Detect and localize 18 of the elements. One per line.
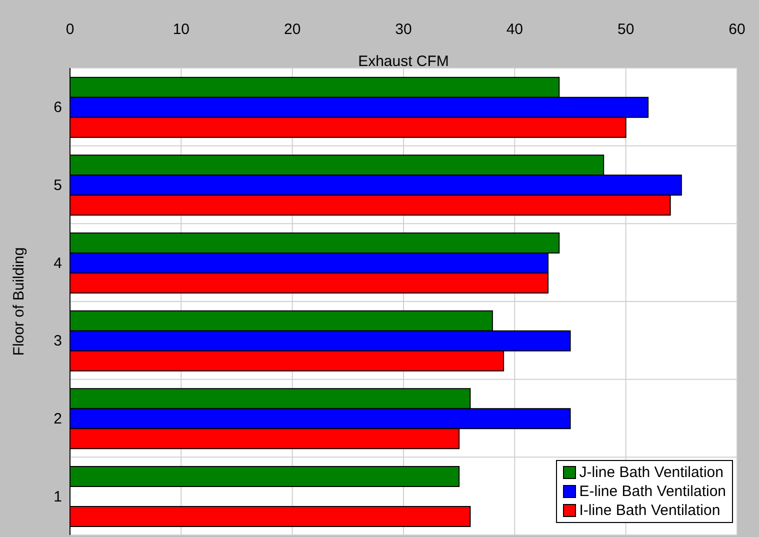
- x-axis-title: Exhaust CFM: [358, 53, 449, 70]
- y-tick-label: 2: [54, 410, 62, 428]
- legend-label: I-line Bath Ventilation: [579, 501, 720, 520]
- y-tick-label: 6: [54, 99, 62, 116]
- y-tick-label: 3: [54, 332, 62, 350]
- x-tick-label: 10: [172, 21, 190, 38]
- x-tick-label: 50: [617, 21, 634, 38]
- x-tick-label: 20: [284, 21, 301, 38]
- x-tick-label: 30: [395, 21, 412, 38]
- y-tick-label: 5: [54, 177, 62, 194]
- y-tick-label: 1: [54, 488, 62, 506]
- legend-label: E-line Bath Ventilation: [579, 482, 726, 501]
- x-tick-label: 0: [66, 21, 74, 38]
- x-tick-label: 60: [728, 21, 746, 38]
- y-tick-label: 4: [54, 254, 62, 272]
- y-axis-title: Floor of Building: [10, 247, 28, 356]
- legend-label: J-line Bath Ventilation: [579, 463, 724, 482]
- x-tick-label: 40: [506, 21, 524, 38]
